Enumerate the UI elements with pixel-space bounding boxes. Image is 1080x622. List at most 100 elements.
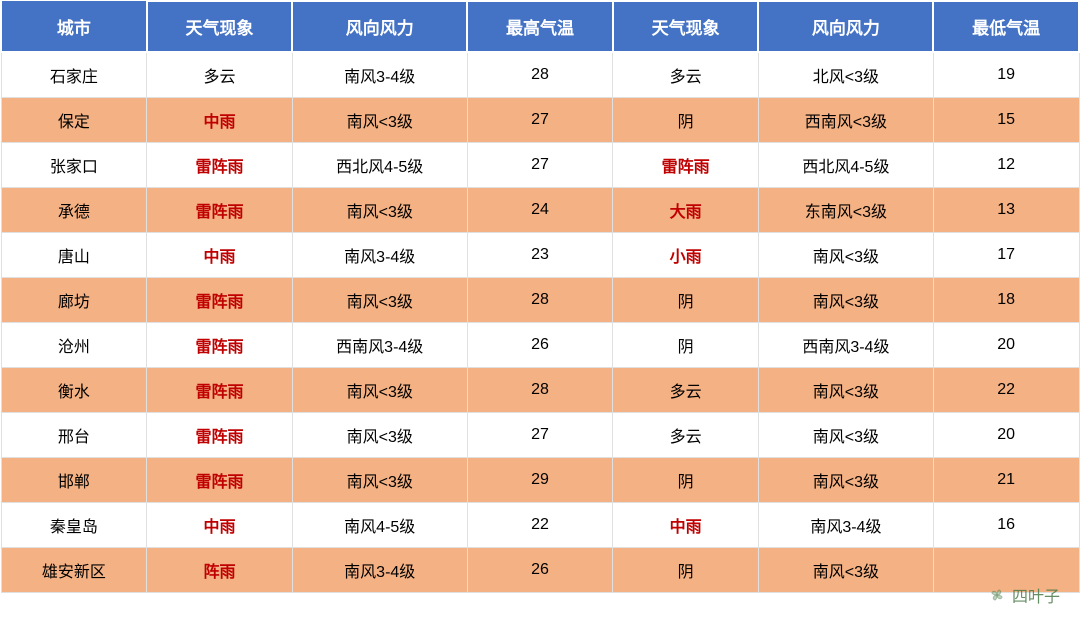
cell-city: 秦皇岛 bbox=[1, 503, 147, 548]
cell-wind1: 南风<3级 bbox=[292, 98, 467, 143]
table-row: 秦皇岛中雨南风4-5级22中雨南风3-4级16 bbox=[1, 503, 1079, 548]
cell-wind2: 南风<3级 bbox=[758, 278, 933, 323]
cell-low: 16 bbox=[933, 503, 1079, 548]
cell-weather2: 阴 bbox=[613, 548, 759, 593]
cell-weather1: 雷阵雨 bbox=[147, 458, 293, 503]
cell-wind2: 南风<3级 bbox=[758, 458, 933, 503]
cell-city: 唐山 bbox=[1, 233, 147, 278]
cell-wind1: 西北风4-5级 bbox=[292, 143, 467, 188]
header-wind2: 风向风力 bbox=[758, 1, 933, 52]
cell-weather1: 雷阵雨 bbox=[147, 188, 293, 233]
cell-wind1: 南风<3级 bbox=[292, 458, 467, 503]
header-high-temp: 最高气温 bbox=[467, 1, 613, 52]
cell-city: 邯郸 bbox=[1, 458, 147, 503]
cell-wind2: 南风<3级 bbox=[758, 368, 933, 413]
cell-weather2: 阴 bbox=[613, 278, 759, 323]
cell-weather1: 雷阵雨 bbox=[147, 413, 293, 458]
cell-low: 17 bbox=[933, 233, 1079, 278]
cell-city: 邢台 bbox=[1, 413, 147, 458]
cell-weather2: 多云 bbox=[613, 413, 759, 458]
cell-wind2: 北风<3级 bbox=[758, 52, 933, 98]
cell-high: 28 bbox=[467, 52, 613, 98]
table-body: 石家庄多云南风3-4级28多云北风<3级19保定中雨南风<3级27阴西南风<3级… bbox=[1, 52, 1079, 593]
cell-city: 雄安新区 bbox=[1, 548, 147, 593]
cell-wind2: 西南风<3级 bbox=[758, 98, 933, 143]
cell-high: 28 bbox=[467, 368, 613, 413]
cell-low: 12 bbox=[933, 143, 1079, 188]
table-header: 城市 天气现象 风向风力 最高气温 天气现象 风向风力 最低气温 bbox=[1, 1, 1079, 52]
clover-icon bbox=[988, 586, 1006, 604]
cell-weather2: 中雨 bbox=[613, 503, 759, 548]
table-row: 沧州雷阵雨西南风3-4级26阴西南风3-4级20 bbox=[1, 323, 1079, 368]
cell-high: 23 bbox=[467, 233, 613, 278]
cell-high: 27 bbox=[467, 143, 613, 188]
cell-weather1: 中雨 bbox=[147, 98, 293, 143]
cell-high: 27 bbox=[467, 413, 613, 458]
cell-low: 21 bbox=[933, 458, 1079, 503]
cell-wind2: 南风3-4级 bbox=[758, 503, 933, 548]
cell-city: 衡水 bbox=[1, 368, 147, 413]
table-row: 保定中雨南风<3级27阴西南风<3级15 bbox=[1, 98, 1079, 143]
header-weather1: 天气现象 bbox=[147, 1, 293, 52]
cell-low: 19 bbox=[933, 52, 1079, 98]
cell-high: 26 bbox=[467, 323, 613, 368]
cell-weather1: 雷阵雨 bbox=[147, 323, 293, 368]
cell-wind2: 南风<3级 bbox=[758, 233, 933, 278]
cell-wind1: 南风<3级 bbox=[292, 368, 467, 413]
table-row: 雄安新区阵雨南风3-4级26阴南风<3级 bbox=[1, 548, 1079, 593]
cell-weather2: 阴 bbox=[613, 98, 759, 143]
cell-city: 廊坊 bbox=[1, 278, 147, 323]
cell-wind1: 南风3-4级 bbox=[292, 233, 467, 278]
table-row: 石家庄多云南风3-4级28多云北风<3级19 bbox=[1, 52, 1079, 98]
cell-wind2: 南风<3级 bbox=[758, 413, 933, 458]
cell-low: 20 bbox=[933, 323, 1079, 368]
cell-wind2: 南风<3级 bbox=[758, 548, 933, 593]
watermark: 四叶子 bbox=[988, 583, 1060, 607]
cell-city: 承德 bbox=[1, 188, 147, 233]
cell-city: 石家庄 bbox=[1, 52, 147, 98]
header-city: 城市 bbox=[1, 1, 147, 52]
cell-high: 22 bbox=[467, 503, 613, 548]
table-row: 邯郸雷阵雨南风<3级29阴南风<3级21 bbox=[1, 458, 1079, 503]
cell-wind2: 东南风<3级 bbox=[758, 188, 933, 233]
cell-wind1: 南风4-5级 bbox=[292, 503, 467, 548]
cell-low: 13 bbox=[933, 188, 1079, 233]
cell-high: 26 bbox=[467, 548, 613, 593]
table-row: 廊坊雷阵雨南风<3级28阴南风<3级18 bbox=[1, 278, 1079, 323]
cell-weather2: 小雨 bbox=[613, 233, 759, 278]
cell-weather1: 阵雨 bbox=[147, 548, 293, 593]
cell-weather1: 雷阵雨 bbox=[147, 278, 293, 323]
cell-low: 20 bbox=[933, 413, 1079, 458]
table-row: 唐山中雨南风3-4级23小雨南风<3级17 bbox=[1, 233, 1079, 278]
cell-weather2: 雷阵雨 bbox=[613, 143, 759, 188]
cell-weather1: 多云 bbox=[147, 52, 293, 98]
cell-low: 15 bbox=[933, 98, 1079, 143]
header-low-temp: 最低气温 bbox=[933, 1, 1079, 52]
cell-weather1: 雷阵雨 bbox=[147, 143, 293, 188]
watermark-text: 四叶子 bbox=[1012, 583, 1060, 607]
cell-wind1: 南风<3级 bbox=[292, 278, 467, 323]
cell-weather2: 多云 bbox=[613, 52, 759, 98]
table-row: 承德雷阵雨南风<3级24大雨东南风<3级13 bbox=[1, 188, 1079, 233]
cell-high: 28 bbox=[467, 278, 613, 323]
table-row: 张家口雷阵雨西北风4-5级27雷阵雨西北风4-5级12 bbox=[1, 143, 1079, 188]
cell-wind1: 南风<3级 bbox=[292, 413, 467, 458]
cell-weather1: 中雨 bbox=[147, 233, 293, 278]
cell-wind2: 西南风3-4级 bbox=[758, 323, 933, 368]
table-row: 衡水雷阵雨南风<3级28多云南风<3级22 bbox=[1, 368, 1079, 413]
cell-wind2: 西北风4-5级 bbox=[758, 143, 933, 188]
cell-city: 保定 bbox=[1, 98, 147, 143]
cell-weather2: 阴 bbox=[613, 323, 759, 368]
cell-weather2: 大雨 bbox=[613, 188, 759, 233]
cell-weather1: 中雨 bbox=[147, 503, 293, 548]
cell-weather1: 雷阵雨 bbox=[147, 368, 293, 413]
cell-city: 沧州 bbox=[1, 323, 147, 368]
weather-table: 城市 天气现象 风向风力 最高气温 天气现象 风向风力 最低气温 石家庄多云南风… bbox=[0, 0, 1080, 593]
cell-low: 22 bbox=[933, 368, 1079, 413]
cell-high: 27 bbox=[467, 98, 613, 143]
cell-wind1: 南风3-4级 bbox=[292, 548, 467, 593]
table-row: 邢台雷阵雨南风<3级27多云南风<3级20 bbox=[1, 413, 1079, 458]
cell-weather2: 阴 bbox=[613, 458, 759, 503]
cell-weather2: 多云 bbox=[613, 368, 759, 413]
cell-wind1: 西南风3-4级 bbox=[292, 323, 467, 368]
